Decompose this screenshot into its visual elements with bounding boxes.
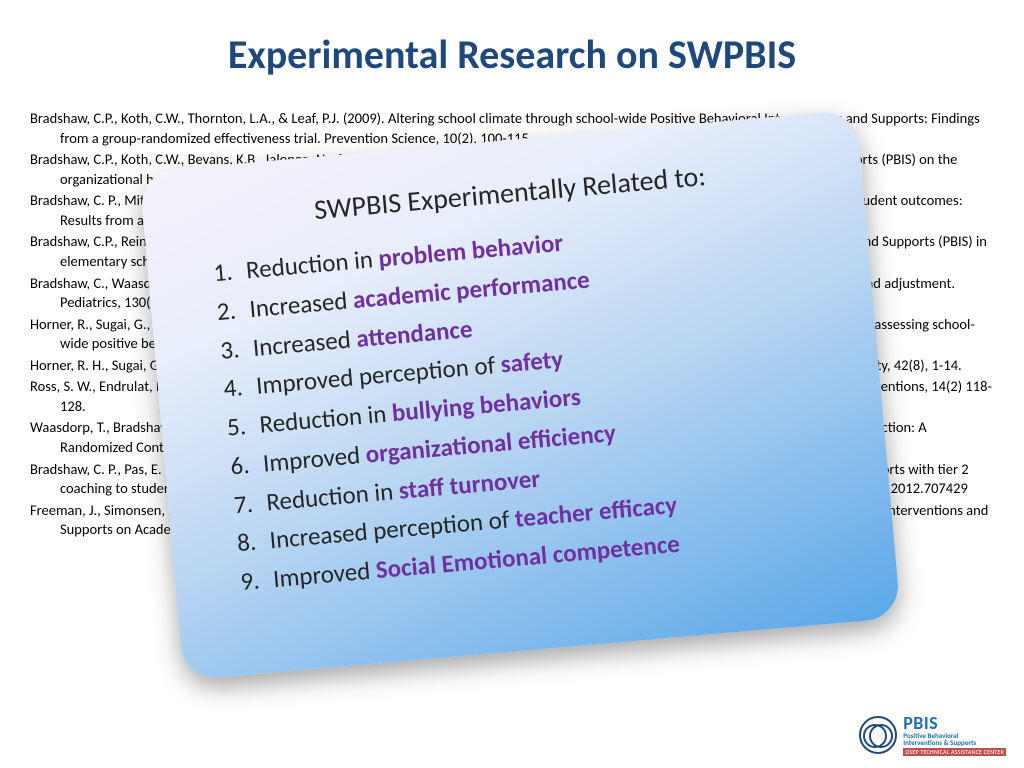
callout-item-prefix: Improved [262,438,367,478]
callout-item-prefix: Increased [248,284,354,324]
logo-bar: OSEP TECHNICAL ASSISTANCE CENTER [903,748,1006,756]
pbis-logo: PBIS Positive Behavioral Interventions &… [859,714,1006,756]
callout-item-prefix: Reduction in [245,243,380,285]
callout-item-prefix: Reduction in [265,474,400,516]
logo-main: PBIS [903,714,1006,732]
slide: Experimental Research on SWPBIS Bradshaw… [0,0,1024,768]
pbis-logo-icon [859,716,897,754]
callout-card: SWPBIS Experimentally Related to: Reduct… [139,110,901,681]
callout-item-prefix: Increased [251,323,357,363]
callout-list: Reduction in problem behavior Increased … [202,201,855,603]
pbis-logo-text: PBIS Positive Behavioral Interventions &… [903,714,1006,756]
logo-sub2: Interventions & Supports [903,739,1006,746]
page-title: Experimental Research on SWPBIS [30,30,994,79]
callout-item-prefix: Reduction in [258,397,393,439]
callout-item-prefix: Improved [272,554,377,594]
callout-item-highlight: safety [499,343,564,379]
callout-item-highlight: attendance [355,312,474,353]
